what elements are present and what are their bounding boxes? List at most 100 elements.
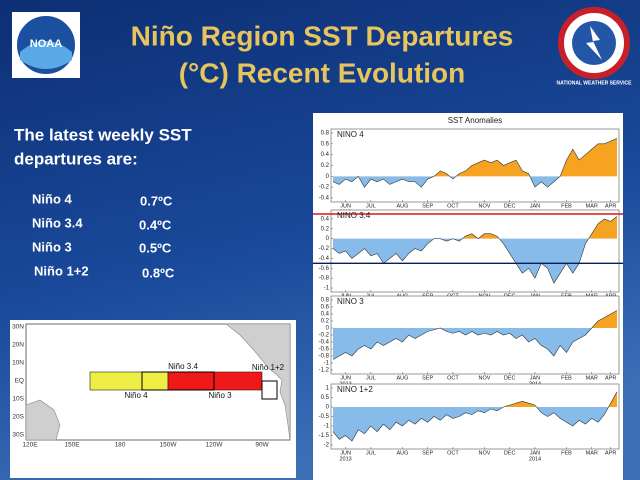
departures-table: Niño 4 0.7ºC Niño 3.4 0.4ºC Niño 3 0.5ºC… [32,191,175,280]
area [333,310,617,360]
y-tick-label: 0.4 [321,312,330,318]
lon-label: 90W [255,442,269,449]
y-tick-label: 0.2 [321,163,330,169]
nws-logo: NATIONAL WEATHER SERVICE [557,7,633,86]
logo-text: NATIONAL WEATHER SERVICE [557,80,633,86]
region-label: Niño 1+2 [252,363,285,372]
y-tick-label: -0.4 [319,256,330,262]
y-tick-label: 0 [326,405,330,411]
slide-title: Niño Region SST Departures [131,20,514,51]
nino3-box [167,371,263,391]
x-tick-label: AUG [396,203,408,209]
y-tick-label: -1.2 [319,368,330,374]
lon-label: 180 [115,442,126,449]
x-tick-label: SEP [422,375,433,381]
y-tick-label: -2 [324,443,330,449]
region-value: 0.4ºC [139,217,172,232]
charts-heading: SST Anomalies [448,116,503,125]
nino-map: Niño 3.4 Niño 4 Niño 3 Niño 1+2 30N 20N 10… [10,320,296,478]
x-tick-label: JAN [530,375,540,381]
y-tick-label: 1 [326,386,330,392]
region-name: Niño 4 [32,191,72,206]
panel-title: NINO 3 [337,297,364,306]
y-tick-label: -0.6 [319,347,330,353]
x-tick-label: AUG [396,450,408,456]
x-tick-label: JUN [340,450,351,456]
coastline [25,399,61,441]
y-tick-label: -0.2 [319,333,330,339]
lat-label: 30N [12,324,24,331]
panel-title: NINO 3.4 [337,211,371,220]
region-name: Niño 3 [32,239,72,254]
lat-label: 10S [12,396,24,403]
y-tick-label: 0.8 [321,131,330,137]
x-tick-label: APR [605,450,616,456]
nino34-box [141,371,215,391]
x-tick-label: OCT [447,203,459,209]
y-tick-label: 0 [326,326,330,332]
x-tick-label: JUL [366,375,376,381]
lon-label: 150W [160,442,178,449]
year-label: 2013 [339,456,351,462]
lon-label: 150E [64,442,80,449]
x-tick-label: FEB [561,375,572,381]
y-tick-label: 0.6 [321,305,330,311]
y-tick-label: 0.2 [321,226,330,232]
x-tick-label: MAR [586,203,598,209]
x-tick-label: JUL [366,450,376,456]
y-tick-label: 0.4 [321,217,330,223]
region-name: Niño 1+2 [34,263,89,278]
x-tick-label: JUN [340,203,351,209]
x-tick-label: APR [605,375,616,381]
y-tick-label: -1 [324,361,330,367]
x-tick-label: NOV [479,450,491,456]
y-tick-label: 0.4 [321,152,330,158]
y-tick-label: -0.6 [319,266,330,272]
panel-title: NINO 1+2 [337,385,373,394]
nino4-box [89,371,169,391]
y-tick-label: 0.5 [321,395,330,401]
x-tick-label: NOV [479,203,491,209]
y-tick-label: 0.6 [321,141,330,147]
x-tick-label: JUL [366,203,376,209]
y-tick-label: 0.8 [321,298,330,304]
slide-title: (°C) Recent Evolution [179,57,466,88]
x-tick-label: JAN [530,450,540,456]
nino12-box [261,380,278,400]
y-tick-label: 0 [326,174,330,180]
line [332,138,618,188]
y-tick-label: -0.2 [319,246,330,252]
x-tick-label: SEP [422,203,433,209]
y-tick-label: -0.8 [319,276,330,282]
x-tick-label: NOV [479,375,491,381]
region-value: 0.7ºC [140,193,173,208]
x-tick-label: FEB [561,450,572,456]
panel-title: NINO 4 [337,130,364,139]
x-tick-label: MAR [586,375,598,381]
x-tick-label: FEB [561,203,572,209]
x-tick-label: DEC [504,450,516,456]
y-tick-label: -1 [324,424,330,430]
lon-label: 120E [22,442,38,449]
region-label: Niño 3 [208,391,232,400]
y-tick-label: -0.2 [319,185,330,191]
region-label: Niño 4 [124,391,148,400]
y-tick-label: -1.5 [319,433,330,439]
coastline [225,323,291,441]
x-tick-label: DEC [504,203,516,209]
x-tick-label: MAR [586,450,598,456]
region-name: Niño 3.4 [32,215,83,230]
y-tick-label: -0.5 [319,414,330,420]
lat-label: 30S [12,432,24,439]
area [333,216,617,284]
y-tick-label: -0.4 [319,340,330,346]
y-tick-label: -1 [324,286,330,292]
x-tick-label: APR [605,203,616,209]
noaa-logo: NOAA [12,12,80,78]
lon-label: 120W [206,442,224,449]
x-tick-label: SEP [422,450,433,456]
x-tick-label: JAN [530,203,540,209]
y-tick-label: -0.8 [319,354,330,360]
line [332,310,618,360]
